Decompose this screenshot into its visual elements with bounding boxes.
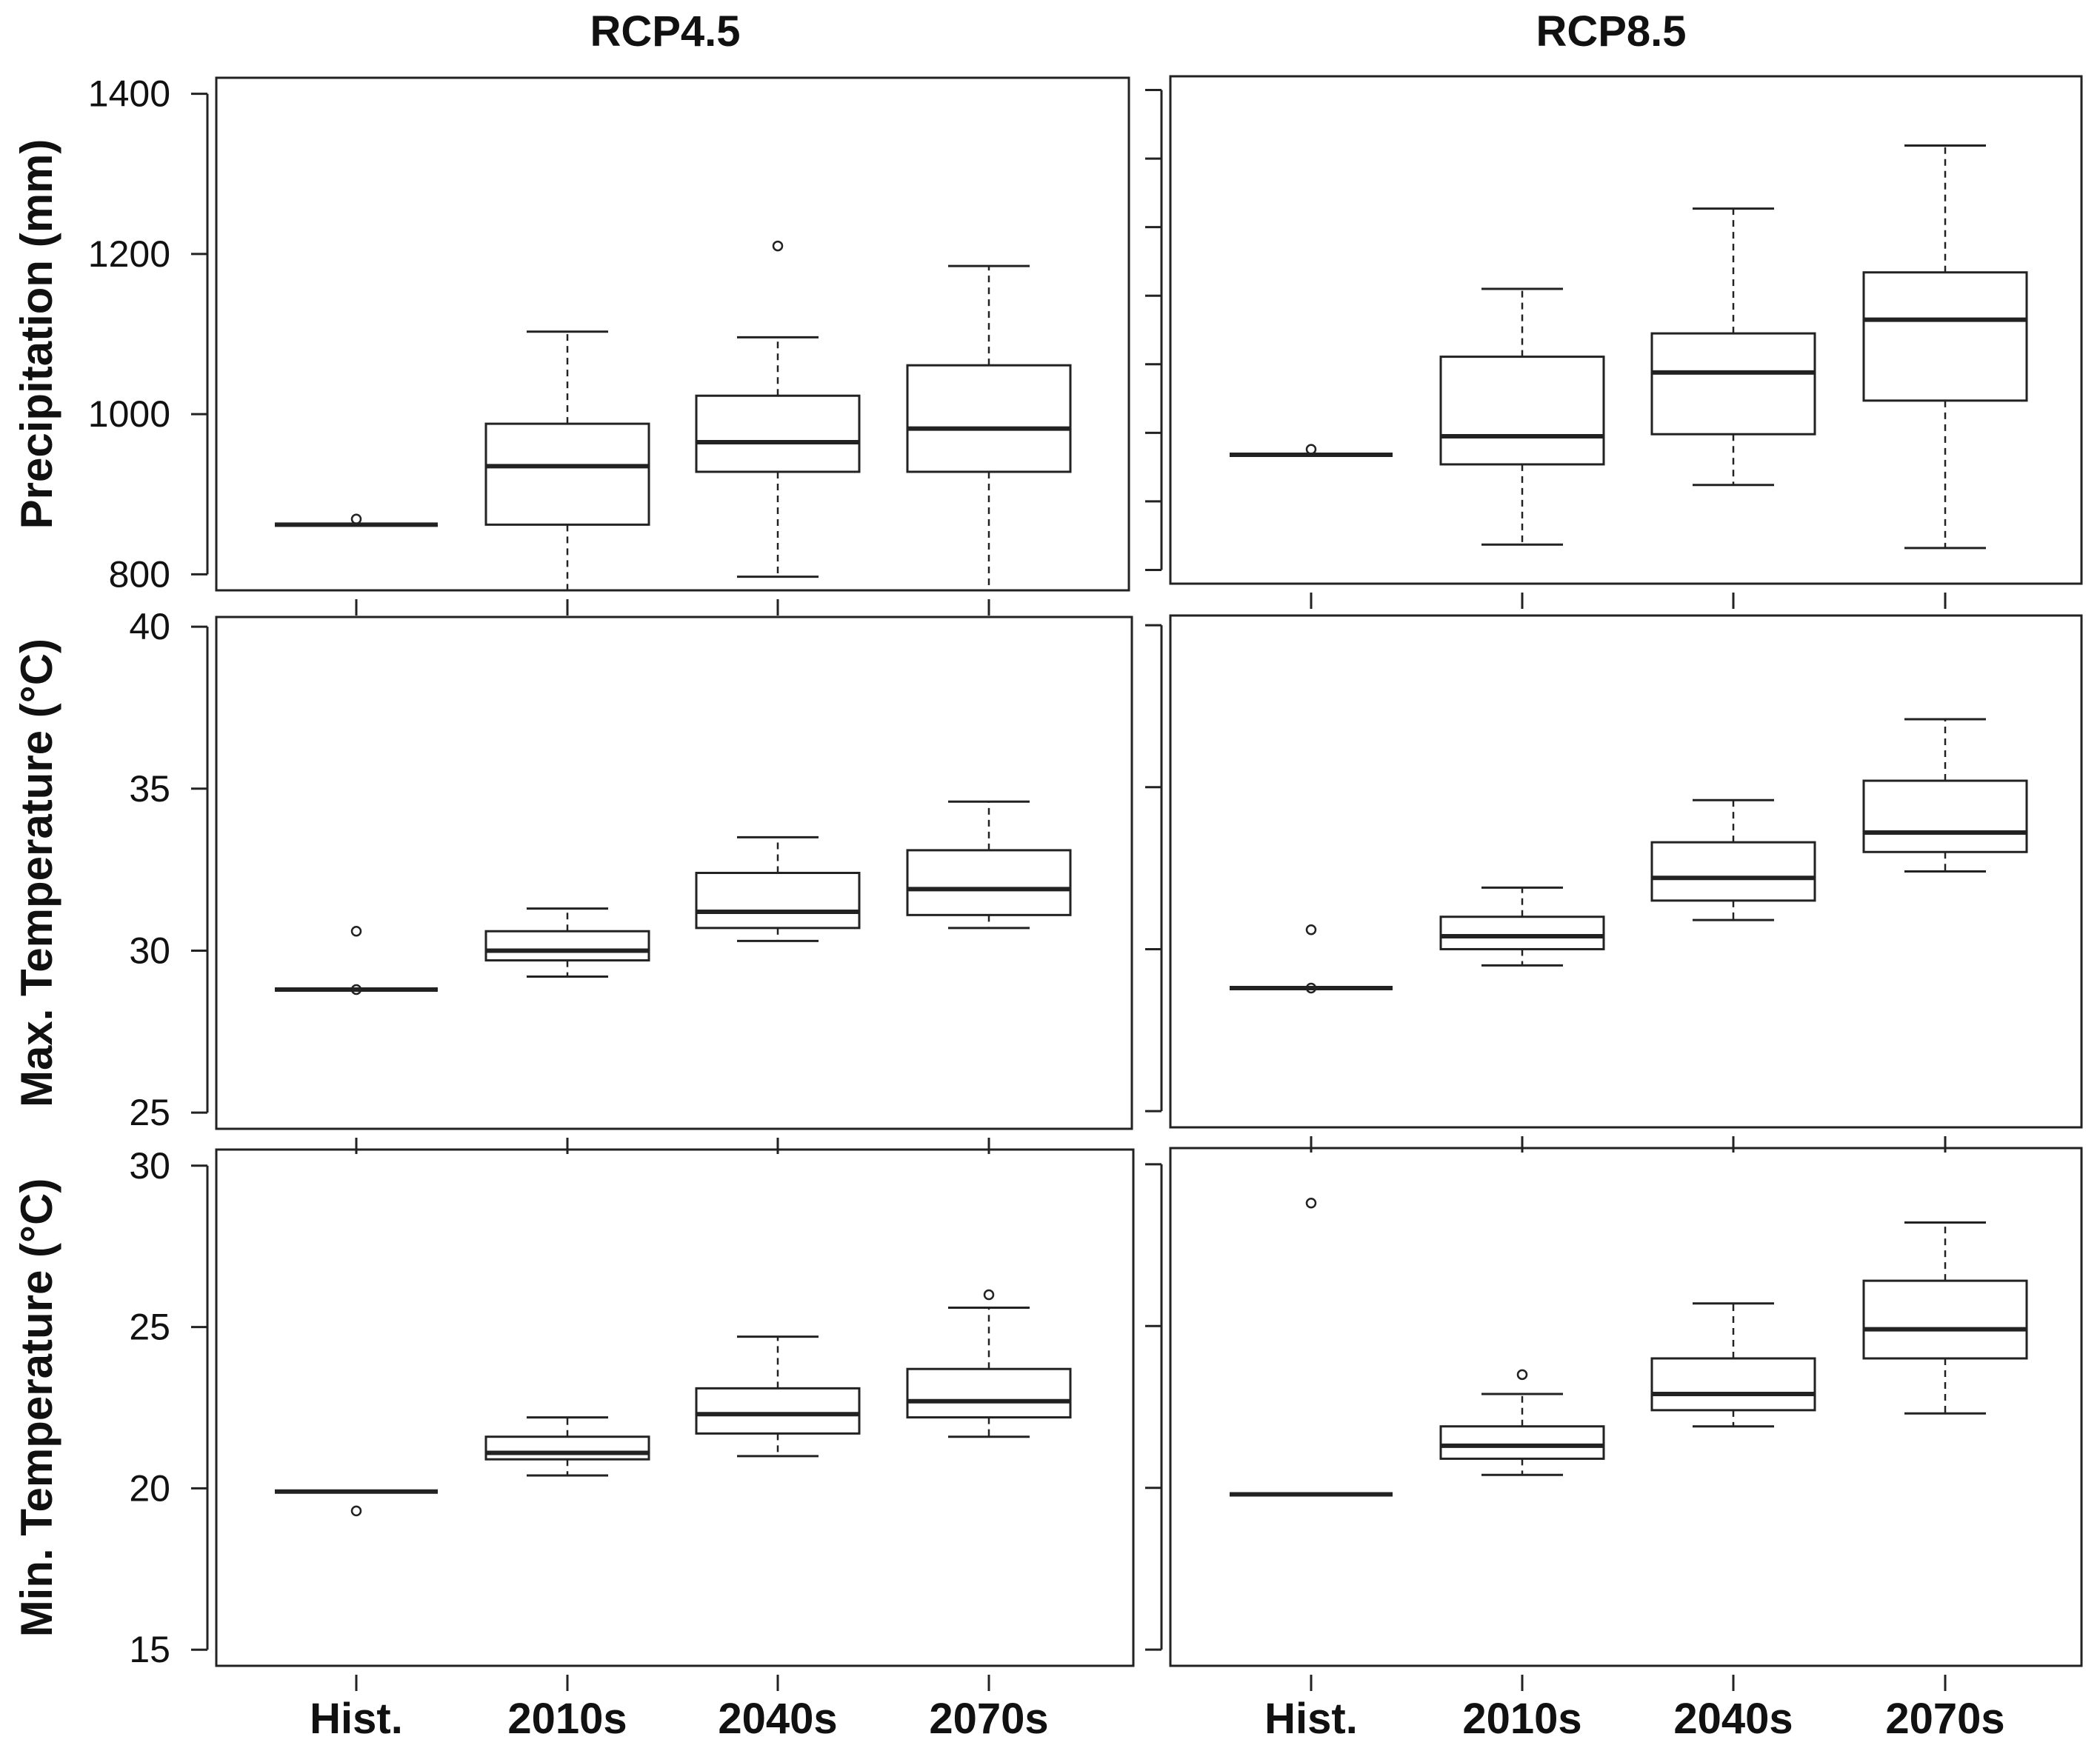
box-2040s	[1650, 1302, 1816, 1428]
panel-frame	[215, 616, 1133, 1130]
box-hist	[1230, 444, 1393, 457]
box-hist	[275, 925, 438, 995]
y-tick-label: 25	[129, 1307, 170, 1348]
y-tick-label: 1400	[88, 73, 170, 115]
outlier-point	[1305, 1198, 1317, 1209]
iqr-box	[1862, 1279, 2028, 1360]
box-2010s	[484, 1416, 650, 1477]
panel-frame	[215, 1148, 1135, 1667]
y-tick-label: 40	[129, 606, 170, 647]
box-2040s	[1650, 798, 1816, 921]
iqr-box	[484, 930, 650, 962]
y-tick-label: 35	[129, 768, 170, 810]
x-tick-label: 2010s	[1462, 1695, 1581, 1743]
iqr-box	[1862, 779, 2028, 853]
box-2070s	[1862, 144, 2028, 550]
box-2040s	[1650, 207, 1816, 487]
iqr-box	[906, 849, 1072, 916]
panel-2-1: 25 30 35 40 Max. Temperature (°C)	[12, 606, 1133, 1154]
iqr-box	[906, 1367, 1072, 1419]
box-hist	[1230, 924, 1393, 994]
box-2040s	[695, 1335, 861, 1458]
iqr-box	[1650, 1357, 1816, 1412]
outlier-point	[350, 925, 362, 937]
box-hist	[275, 513, 438, 527]
x-tick-label: 2070s	[929, 1695, 1048, 1743]
y-tick-label: 1000	[88, 393, 170, 435]
y-tick-label: 30	[129, 1145, 170, 1187]
box-2070s	[906, 800, 1072, 930]
box-hist	[275, 1489, 438, 1517]
column-title-rcp45: RCP4.5	[590, 7, 740, 56]
y-axis-title: Min. Temperature (°C)	[12, 1178, 61, 1638]
iqr-box	[484, 422, 650, 526]
iqr-box	[695, 872, 861, 930]
panel-1-2	[1145, 75, 2083, 609]
iqr-box	[1862, 271, 2028, 402]
x-tick-label: 2070s	[1885, 1695, 2004, 1743]
box-2070s	[906, 1289, 1072, 1438]
y-tick-label: 20	[129, 1467, 170, 1509]
x-tick-label: 2040s	[718, 1695, 837, 1743]
box-2040s	[695, 836, 861, 942]
y-axis-title: Max. Temperature (°C)	[12, 638, 61, 1107]
outlier-point	[1305, 924, 1317, 935]
outlier-point	[350, 984, 362, 995]
y-tick-label: 30	[129, 930, 170, 971]
iqr-box	[1439, 356, 1605, 466]
box-2070s	[906, 264, 1072, 592]
box-2070s	[1862, 1221, 2028, 1415]
x-tick-label: 2010s	[507, 1695, 627, 1743]
panel-frame	[1169, 1147, 2083, 1667]
box-2010s	[1439, 287, 1605, 546]
outlier-point	[772, 240, 784, 252]
iqr-box	[1650, 841, 1816, 902]
y-tick-label: 800	[109, 553, 170, 595]
iqr-box	[906, 364, 1072, 473]
x-tick-label: Hist.	[310, 1695, 403, 1743]
box-2010s	[484, 907, 650, 978]
outlier-point	[350, 513, 362, 525]
iqr-box	[1650, 332, 1816, 436]
y-tick-label: 15	[129, 1629, 170, 1670]
box-2010s	[1439, 1369, 1605, 1476]
x-tick-label: 2040s	[1673, 1695, 1793, 1743]
panel-3-2: Hist. 2010s 2040s 2070s	[1145, 1147, 2083, 1743]
outlier-point	[1305, 444, 1317, 455]
outlier-point	[1305, 982, 1317, 994]
y-tick-label: 1200	[88, 233, 170, 275]
box-2070s	[1862, 718, 2028, 873]
panel-3-1: 15 20 25 30 Hist. 2010s 2040s 2070s Min. Tempera…	[12, 1145, 1135, 1743]
panel-frame	[1169, 75, 2083, 585]
outlier-point	[1516, 1369, 1528, 1381]
iqr-box	[1439, 915, 1605, 950]
column-titles: RCP4.5 RCP8.5	[590, 7, 1686, 56]
iqr-box	[695, 1387, 861, 1435]
box-2040s	[695, 240, 861, 578]
outlier-point	[983, 1289, 995, 1301]
panel-frame	[215, 76, 1130, 592]
y-tick-label: 25	[129, 1092, 170, 1133]
y-axis-title: Precipitation (mm)	[12, 139, 61, 530]
outlier-point	[350, 1505, 362, 1517]
box-2010s	[1439, 886, 1605, 967]
panel-1-1: 800 1000 1200 1400 Precipitation (mm)	[12, 73, 1130, 616]
column-title-rcp85: RCP8.5	[1536, 7, 1686, 56]
iqr-box	[1439, 1425, 1605, 1460]
panel-frame	[1169, 614, 2083, 1129]
box-2010s	[484, 330, 650, 592]
box-hist	[1230, 1198, 1393, 1497]
panels: 800 1000 1200 1400 Precipitation (mm) 25 30 35 4…	[12, 73, 2083, 1743]
panel-2-2	[1145, 614, 2083, 1153]
iqr-box	[695, 394, 861, 473]
iqr-box	[484, 1435, 650, 1461]
x-tick-label: Hist.	[1264, 1695, 1358, 1743]
